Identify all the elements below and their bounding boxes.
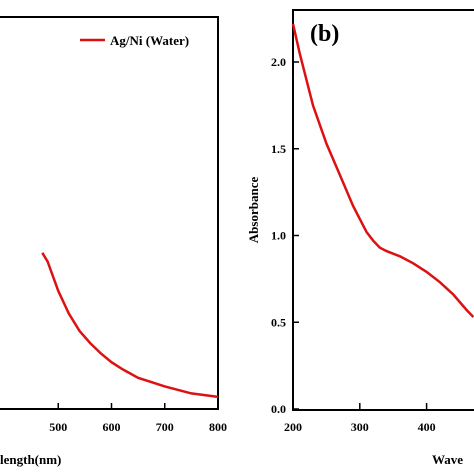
x-tick-label: 200 — [284, 420, 302, 434]
x-tick-label: 300 — [351, 420, 369, 434]
y-tick-label: 0.5 — [271, 315, 286, 329]
panel-b-x-ticks: 200 300 400 — [284, 403, 436, 434]
x-tick-label: 600 — [103, 420, 121, 434]
y-tick-label: 1.0 — [271, 229, 286, 243]
panel-a-series-line — [41, 252, 219, 399]
panel-b-series-line — [291, 23, 474, 318]
x-tick-label: 700 — [156, 420, 174, 434]
panel-b-frame — [292, 9, 474, 411]
y-tick-label: 1.5 — [271, 142, 286, 156]
legend: Ag/Ni (Water) — [80, 33, 189, 48]
panel-b-x-axis-title: Wave — [432, 452, 463, 467]
panel-a-frame — [0, 16, 219, 410]
x-tick-label: 800 — [209, 420, 227, 434]
legend-entry: Ag/Ni (Water) — [110, 33, 189, 48]
panel-b: 200 300 400 0.0 0.5 1.0 1.5 2.0 (b) Absorbance… — [246, 9, 474, 467]
y-tick-label: 2.0 — [271, 55, 286, 69]
panel-a-x-axis-title: length(nm) — [0, 452, 61, 467]
panel-label-b: (b) — [310, 21, 339, 47]
panel-b-y-axis-title: Absorbance — [246, 177, 261, 244]
x-tick-label: 500 — [49, 420, 67, 434]
panel-b-y-ticks: 0.0 0.5 1.0 1.5 2.0 — [271, 55, 299, 416]
x-tick-label: 400 — [418, 420, 436, 434]
panel-a: 500 600 700 800 Ag/Ni (Water) length(nm) — [0, 16, 227, 467]
y-tick-label: 0.0 — [271, 402, 286, 416]
panel-a-x-ticks: 500 600 700 800 — [49, 403, 227, 434]
